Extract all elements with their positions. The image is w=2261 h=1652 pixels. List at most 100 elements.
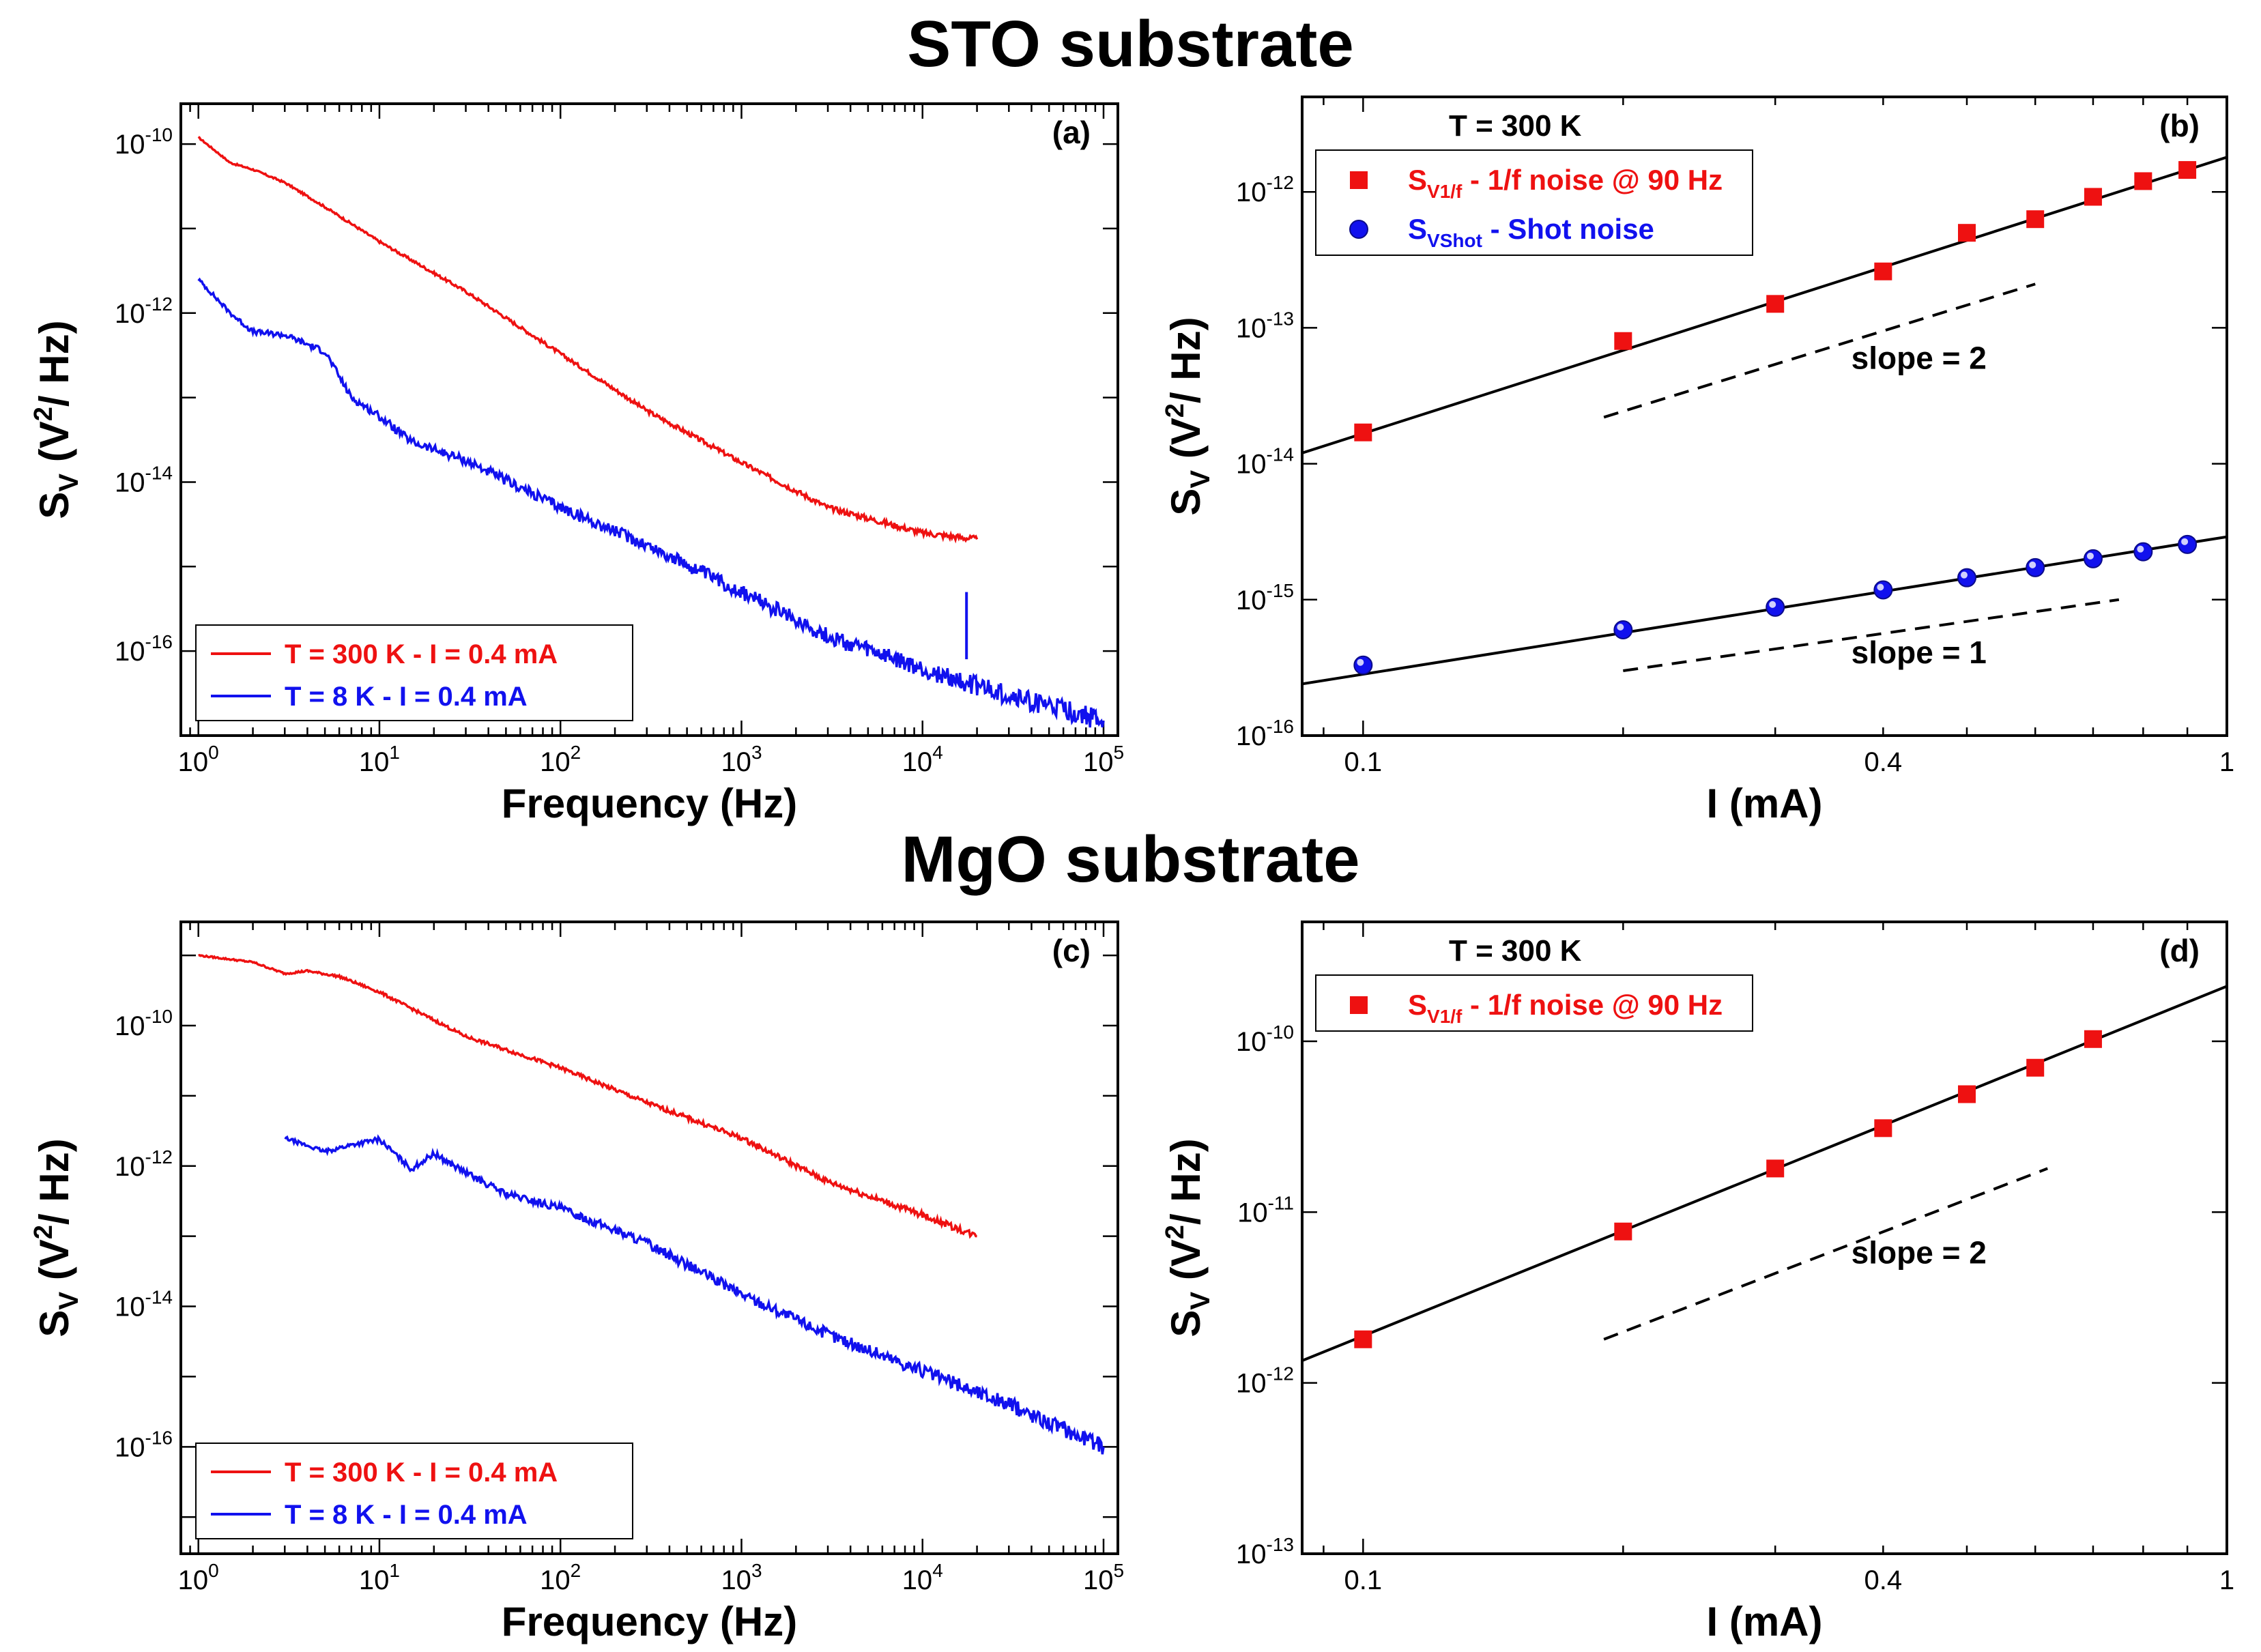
x-tick-label: 100 [178,742,219,777]
plot-frame [179,921,1119,1555]
panel-c: 100 101 102 103 104 10510-1010-1210-1410-16Fr… [29,921,1124,1644]
y-tick-label: 10-16 [115,631,173,667]
legend-label: SVShot - Shot noise [1408,213,1654,251]
y-tick-exp: -10 [145,124,173,145]
y-tick-label: 10-16 [115,1427,173,1462]
y-tick-label: 10-16 [1236,716,1294,751]
x-axis-label: I (mA) [1707,781,1823,826]
y-tick-label: 10-13 [1236,308,1294,343]
data-point-highlight [1617,623,1624,631]
x-tick-exp: 1 [389,1560,400,1581]
ylabel-sub: V [1185,470,1215,489]
legend-label: SV1/f - 1/f noise @ 90 Hz [1408,989,1723,1027]
ylabel-sup: 2 [29,407,58,421]
panel-a: 100 101 102 103 104 10510-1010-1210-1410-16Fr… [29,102,1124,826]
data-point-square [1354,1330,1372,1348]
x-tick-label: 0.4 [1864,1565,1903,1595]
x-tick-exp: 5 [1113,742,1124,763]
temp-annotation: T = 300 K [1449,934,1582,968]
y-tick-exp: -13 [1267,308,1294,329]
legend-sub: V1/f [1427,181,1463,202]
y-axis-label: SV (V2/ Hz) [1161,1138,1215,1337]
x-tick-label: 1 [2219,1565,2234,1595]
series-line-0 [198,953,977,1239]
data-point-square [1874,1119,1892,1137]
x-tick-exp: 1 [389,742,400,763]
title-sto: STO substrate [907,8,1354,81]
data-point-square [2026,1058,2045,1077]
ylabel-unit: (V [31,421,77,474]
panel-label: (a) [1052,115,1091,150]
series-line-0 [197,136,979,544]
data-point-highlight [1877,583,1884,591]
data-point-circle [2133,542,2153,562]
x-tick-exp: 5 [1113,1560,1124,1581]
ylabel-unit: (V [31,1239,77,1292]
y-tick-label: 10-12 [1236,1363,1294,1399]
data-point-square [1614,1222,1632,1241]
plot-area-c [198,953,1105,1455]
legend-label: SV1/f - 1/f noise @ 90 Hz [1408,164,1723,202]
y-tick-label: 10-10 [115,1006,173,1041]
data-point-square [2084,1030,2102,1048]
y-tick-label: 10-13 [1236,1534,1294,1569]
data-point-highlight [2181,538,2189,545]
data-point-square [2084,188,2102,206]
ylabel-s: S [31,1310,77,1337]
data-point-square [1957,1085,1976,1103]
x-tick-exp: 2 [571,1560,581,1581]
legend-s: S [1408,989,1427,1021]
x-tick-label: 101 [359,1560,400,1595]
data-point-square [1766,295,1785,313]
y-tick-exp: -12 [1267,1363,1294,1385]
slope-label: slope = 2 [1852,1235,1987,1271]
legend-label: T = 300 K - I = 0.4 mA [285,1458,558,1488]
x-tick-exp: 0 [208,1560,219,1581]
ylabel-unit: (V [1163,418,1209,470]
legend-box [1315,149,1753,256]
data-point-circle [2026,557,2045,577]
y-tick-exp: -11 [1268,1192,1294,1213]
y-tick-label: 10-15 [1236,580,1294,615]
data-point-square [1766,1159,1785,1178]
legend-marker [1349,220,1368,239]
data-point-circle [1353,655,1373,675]
ylabel-sub: V [1185,1292,1215,1310]
data-point-square [1957,224,1976,242]
y-tick-label: 10-14 [1236,444,1294,480]
data-point-square [2134,172,2152,190]
y-tick-label: 10-14 [115,462,173,497]
y-tick-exp: -16 [145,1427,173,1448]
plot-area-b [1302,156,2227,686]
y-tick-exp: -14 [1267,444,1294,465]
legend-rest: - 1/f noise @ 90 Hz [1462,989,1723,1021]
plot-frame [1301,96,2228,737]
y-tick-exp: -14 [145,1287,173,1308]
x-tick-label: 103 [721,1560,762,1595]
y-axis-label: SV (V2/ Hz) [1161,317,1215,515]
y-tick-label: 10-12 [115,293,173,329]
x-axis-label: Frequency (Hz) [502,781,797,826]
x-tick-exp: 2 [571,742,581,763]
legend-label: T = 8 K - I = 0.4 mA [285,682,528,712]
x-axis-label: I (mA) [1707,1599,1823,1644]
x-tick-label: 102 [540,742,581,777]
panel-label: (c) [1052,933,1091,968]
x-tick-exp: 4 [932,742,943,763]
plot-area-d [1302,985,2227,1362]
x-tick-exp: 3 [751,742,762,763]
data-point-highlight [2029,561,2036,568]
x-tick-label: 0.4 [1864,747,1903,777]
legend-s: S [1408,213,1427,245]
y-tick-exp: -16 [1267,716,1294,737]
fit-line [1302,985,2227,1362]
data-point-square [2026,210,2045,229]
series-line-1 [197,277,1105,728]
x-tick-label: 102 [540,1560,581,1595]
data-point-circle [2083,549,2103,568]
legend-sub: VShot [1427,230,1482,251]
y-tick-exp: -15 [1267,580,1294,601]
data-point-circle [1873,580,1893,600]
